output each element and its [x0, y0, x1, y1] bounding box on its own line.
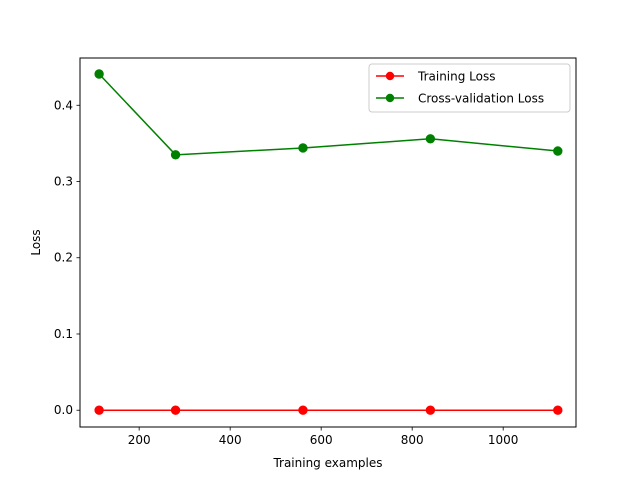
y-tick-label: 0.1	[54, 327, 73, 341]
data-point-1	[170, 150, 181, 160]
data-point-0	[298, 405, 308, 415]
data-point-0	[425, 405, 436, 415]
plot-frame	[79, 57, 577, 428]
x-tick-label: 1000	[488, 433, 519, 447]
y-axis-ticks: 0.0 0.1 0.2 0.3 0.4	[54, 98, 80, 417]
x-axis-label: Training examples	[272, 456, 382, 470]
x-tick-label: 800	[401, 433, 424, 447]
legend-label-1: Cross-validation Loss	[418, 92, 544, 106]
x-tick-label: 600	[310, 433, 333, 447]
y-tick-label: 0.4	[54, 98, 73, 112]
data-point-0	[94, 405, 104, 415]
x-tick-label: 400	[219, 433, 242, 447]
plot-area	[80, 58, 576, 427]
data-point-1	[425, 134, 436, 144]
data-point-0	[553, 405, 563, 415]
legend-box	[368, 63, 571, 113]
y-tick-label: 0.0	[54, 403, 73, 417]
data-point-1	[94, 69, 104, 79]
legend-marker-1	[385, 93, 395, 103]
y-axis-label: Loss	[29, 229, 43, 255]
data-point-0	[170, 405, 181, 415]
x-axis-ticks: 200 400 600 800 1000	[128, 427, 519, 447]
legend: Training Loss Cross-validation Loss	[368, 63, 571, 113]
y-tick-label: 0.2	[54, 251, 73, 265]
data-point-1	[553, 146, 563, 156]
y-tick-label: 0.3	[54, 175, 73, 189]
series-layer	[94, 69, 563, 415]
legend-marker-0	[385, 71, 395, 81]
x-tick-label: 200	[128, 433, 151, 447]
legend-label-0: Training Loss	[417, 70, 495, 84]
data-point-1	[298, 143, 308, 153]
